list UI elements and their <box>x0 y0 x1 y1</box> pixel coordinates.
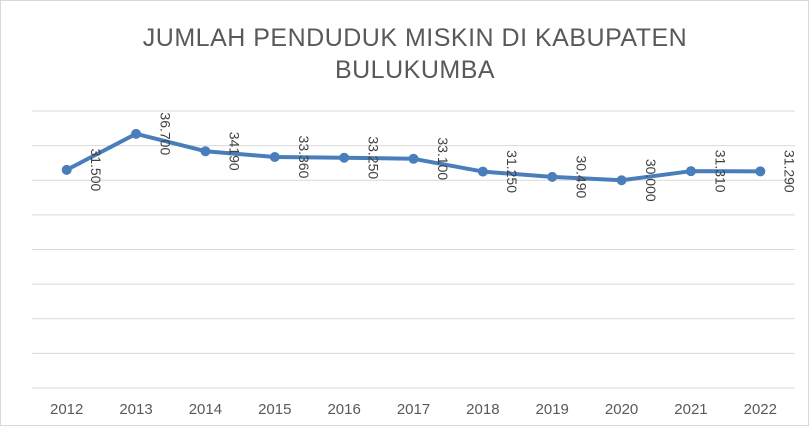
data-label: 33.360 <box>296 136 312 179</box>
data-point <box>61 164 72 175</box>
x-tick-label: 2013 <box>119 401 152 418</box>
data-label: 31.500 <box>88 148 104 191</box>
x-tick-label: 2014 <box>189 401 222 418</box>
x-tick-label: 2018 <box>466 401 499 418</box>
data-label: 30.490 <box>574 155 590 198</box>
x-tick-label: 2021 <box>674 401 707 418</box>
data-point <box>616 175 627 186</box>
data-point <box>547 171 558 182</box>
data-point <box>131 128 142 139</box>
data-label: 31.250 <box>504 150 520 193</box>
x-tick-label: 2016 <box>327 401 360 418</box>
data-label: 34190 <box>227 132 243 171</box>
data-point <box>339 152 350 163</box>
data-label: 36.700 <box>157 112 173 155</box>
x-tick-label: 2019 <box>536 401 569 418</box>
x-tick-label: 2020 <box>605 401 638 418</box>
data-point <box>755 166 766 177</box>
data-label: 31.290 <box>782 150 798 193</box>
data-label: 33.250 <box>365 136 381 179</box>
data-point <box>685 166 696 177</box>
data-point <box>408 153 419 164</box>
data-point <box>477 166 488 177</box>
x-tick-label: 2022 <box>744 401 777 418</box>
data-point <box>200 146 211 157</box>
x-tick-label: 2017 <box>397 401 430 418</box>
chart-title: JUMLAH PENDUDUK MISKIN DI KABUPATEN BULU… <box>142 24 688 84</box>
data-label: 33.100 <box>435 137 451 180</box>
data-point <box>269 151 280 162</box>
data-label: 31.310 <box>712 150 728 193</box>
data-label: 30.000 <box>643 159 659 202</box>
x-tick-label: 2012 <box>50 401 83 418</box>
x-tick-label: 2015 <box>258 401 291 418</box>
